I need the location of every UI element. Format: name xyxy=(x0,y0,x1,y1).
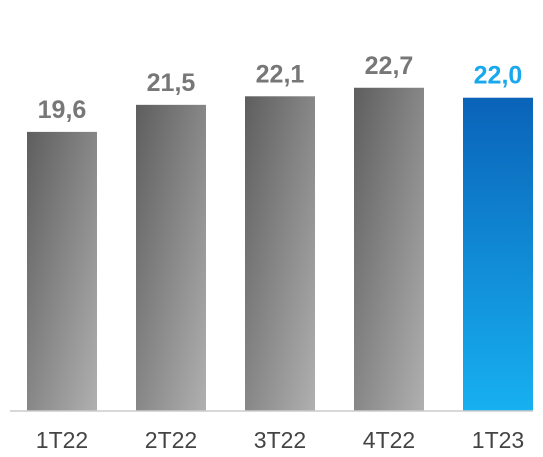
bar-2t22 xyxy=(136,104,206,411)
value-label-1t22: 19,6 xyxy=(38,96,87,124)
value-labels-group: 19,6 21,5 22,1 22,7 22,0 xyxy=(38,52,523,124)
category-label-3t22: 3T22 xyxy=(254,427,306,453)
bar-3t22 xyxy=(245,96,315,412)
bar-1t22 xyxy=(27,131,97,411)
category-labels-group: 1T22 2T22 3T22 4T22 1T23 xyxy=(36,427,524,453)
category-label-1t22: 1T22 xyxy=(36,427,88,453)
category-label-4t22: 4T22 xyxy=(363,427,415,453)
value-label-3t22: 22,1 xyxy=(256,60,305,88)
bar-1t23 xyxy=(463,97,533,411)
value-label-4t22: 22,7 xyxy=(365,52,414,80)
bars-group xyxy=(27,87,533,412)
category-label-1t23: 1T23 xyxy=(472,427,524,453)
value-label-2t22: 21,5 xyxy=(147,69,196,97)
category-label-2t22: 2T22 xyxy=(145,427,197,453)
value-label-1t23: 22,0 xyxy=(474,62,523,90)
bar-4t22 xyxy=(354,87,424,411)
